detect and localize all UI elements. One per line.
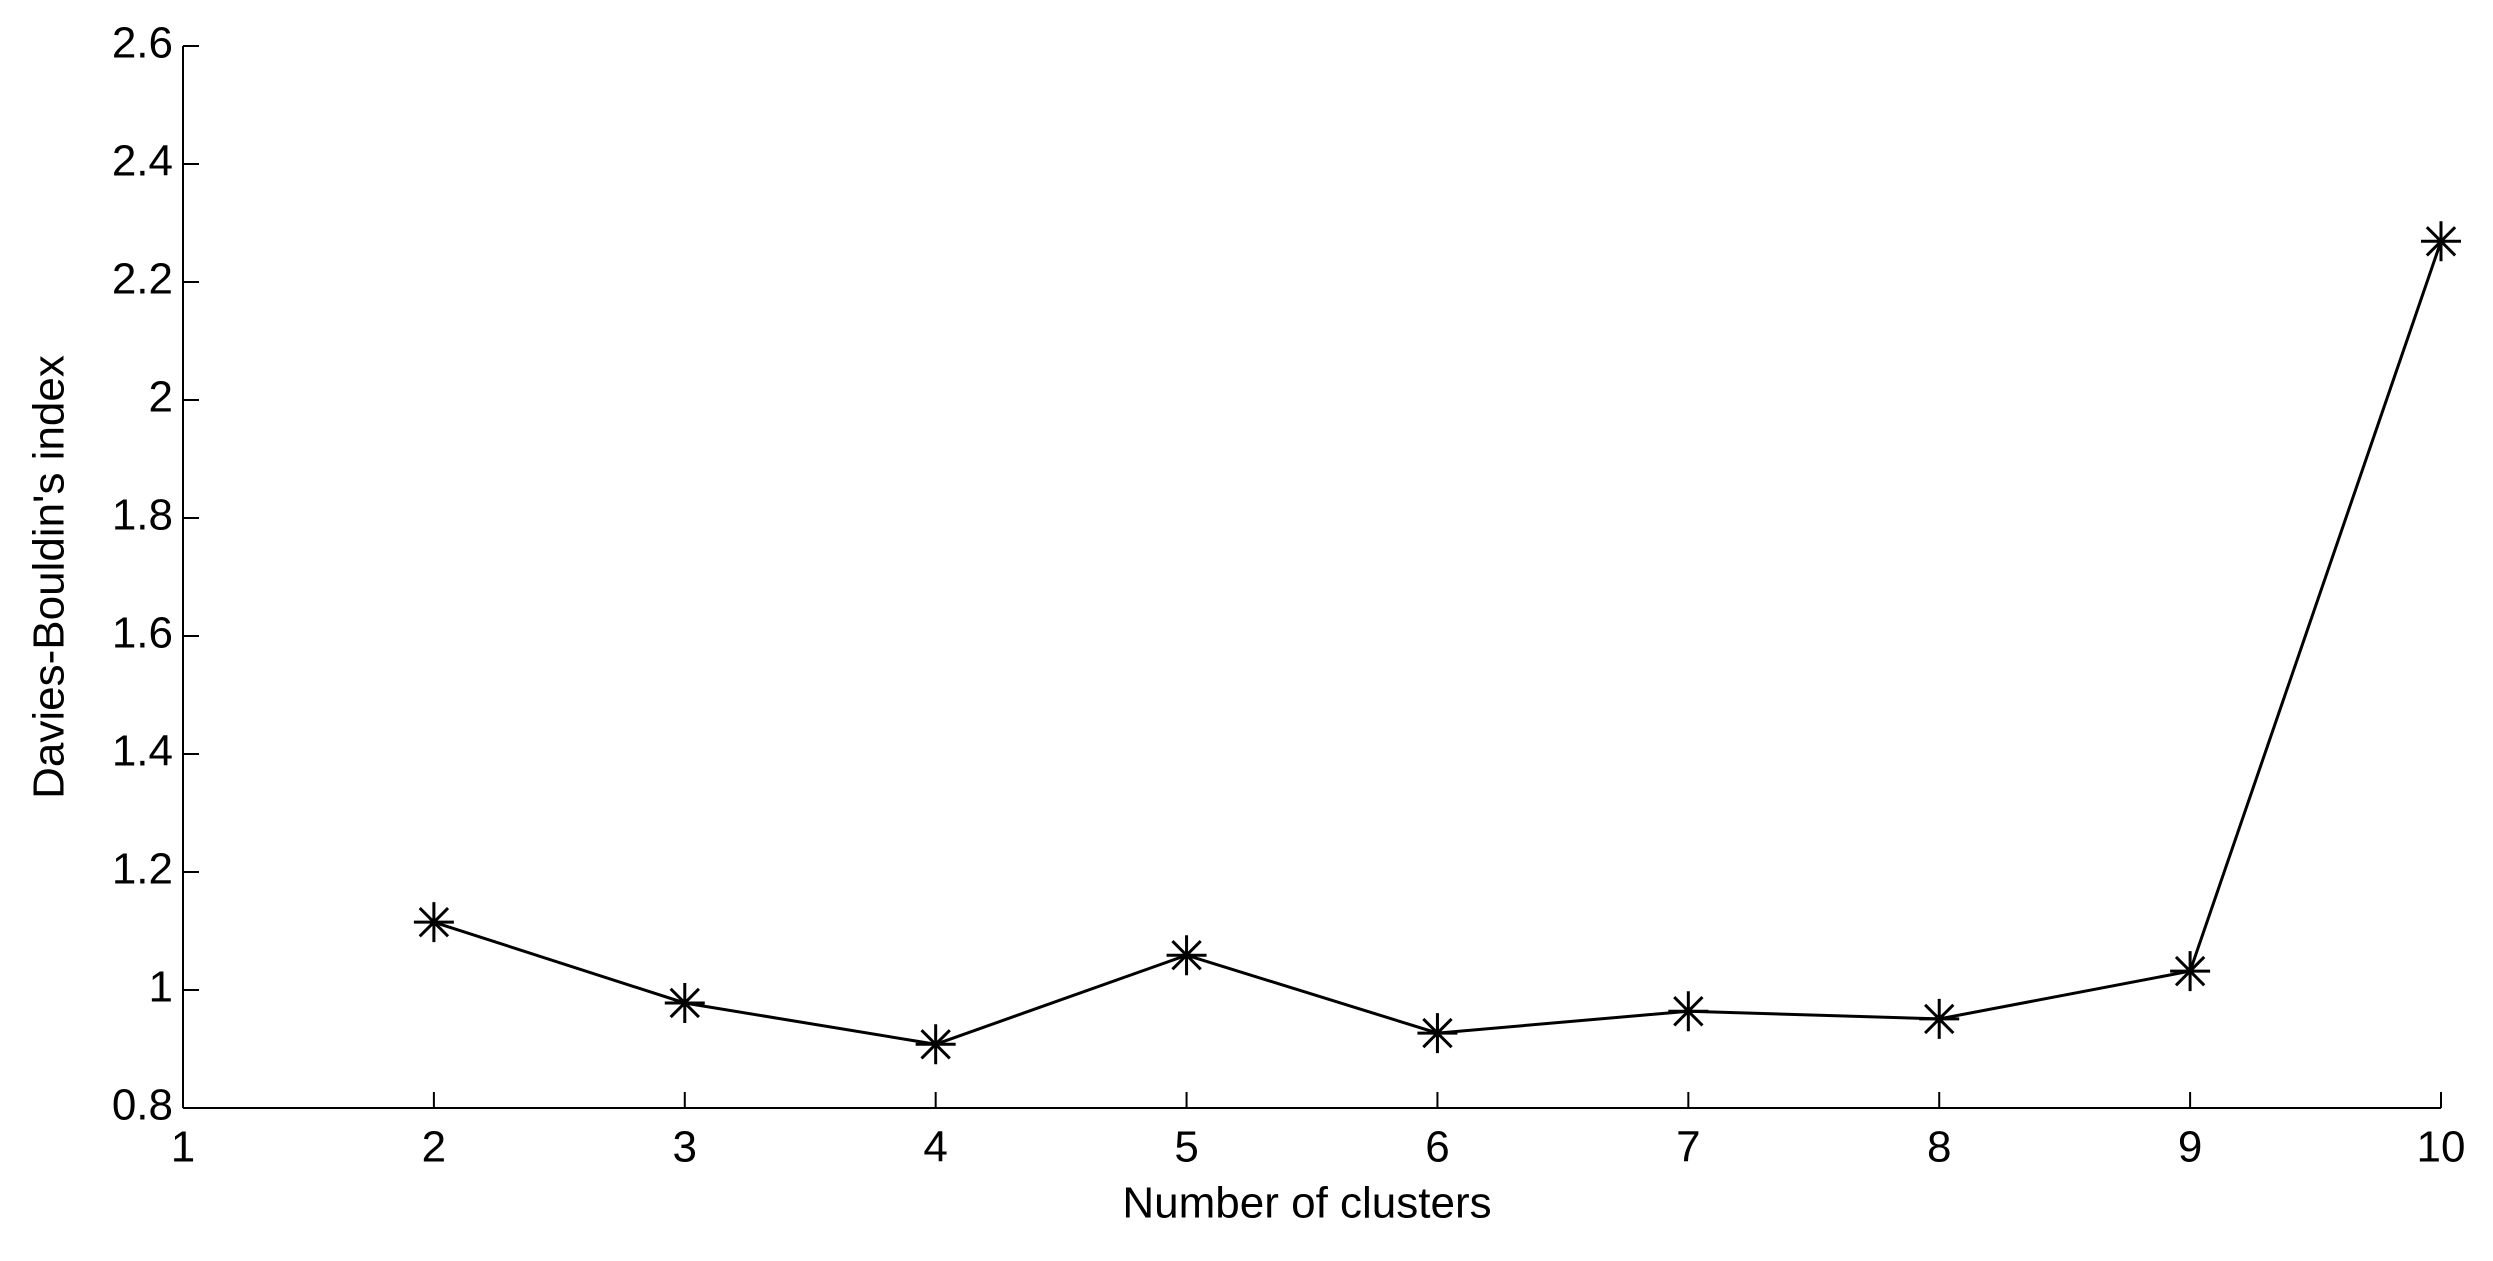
y-tick-label: 1 bbox=[149, 963, 173, 1012]
x-tick-label: 9 bbox=[2178, 1123, 2202, 1172]
marker bbox=[1919, 998, 1960, 1039]
marker bbox=[1668, 991, 1709, 1032]
x-axis-label: Number of clusters bbox=[1122, 1179, 1491, 1228]
marker bbox=[1166, 935, 1207, 976]
x-tick-label: 1 bbox=[171, 1123, 195, 1172]
y-tick-label: 2.6 bbox=[112, 19, 173, 68]
y-axis-label: Davies-Bouldin's index bbox=[25, 355, 74, 799]
marker bbox=[664, 982, 705, 1023]
y-tick-label: 1.4 bbox=[112, 727, 173, 776]
marker bbox=[413, 902, 454, 943]
marker bbox=[1417, 1013, 1458, 1054]
x-tick-label: 4 bbox=[923, 1123, 947, 1172]
x-tick-label: 8 bbox=[1927, 1123, 1951, 1172]
marker bbox=[2170, 951, 2211, 992]
x-tick-label: 7 bbox=[1676, 1123, 1700, 1172]
x-tick-label: 2 bbox=[422, 1123, 446, 1172]
y-tick-label: 1.6 bbox=[112, 609, 173, 658]
y-tick-label: 1.8 bbox=[112, 491, 173, 540]
y-tick-label: 1.2 bbox=[112, 845, 173, 894]
y-tick-label: 0.8 bbox=[112, 1081, 173, 1130]
marker bbox=[2421, 221, 2461, 262]
line bbox=[433, 240, 2443, 1046]
y-tick-label: 2.4 bbox=[112, 137, 173, 186]
y-tick-label: 2 bbox=[149, 373, 173, 422]
x-tick-label: 3 bbox=[673, 1123, 697, 1172]
x-tick-label: 6 bbox=[1425, 1123, 1449, 1172]
x-tick-label: 5 bbox=[1174, 1123, 1198, 1172]
marker bbox=[915, 1024, 956, 1065]
y-tick-label: 2.2 bbox=[112, 255, 173, 304]
x-tick-label: 10 bbox=[2417, 1123, 2466, 1172]
